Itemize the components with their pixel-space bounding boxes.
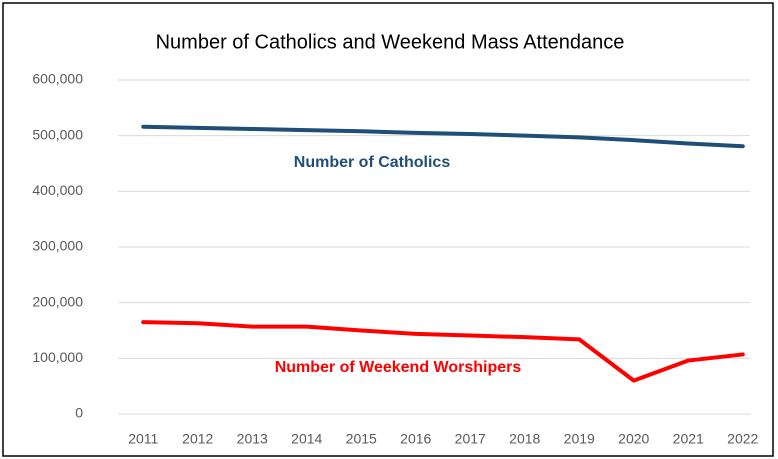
y-tick-label: 500,000 — [32, 126, 83, 142]
x-tick-label: 2013 — [237, 431, 268, 447]
y-tick-label: 0 — [75, 405, 83, 421]
x-tick-label: 2022 — [727, 431, 758, 447]
x-tick-label: 2020 — [618, 431, 649, 447]
series-line — [141, 320, 745, 383]
x-tick-label: 2018 — [509, 431, 540, 447]
y-tick-label: 200,000 — [32, 293, 83, 309]
y-tick-label: 400,000 — [32, 182, 83, 198]
y-tick-label: 300,000 — [32, 238, 83, 254]
chart-title: Number of Catholics and Weekend Mass Att… — [156, 31, 625, 53]
y-tick-label: 600,000 — [32, 71, 83, 87]
series-label: Number of Catholics — [294, 154, 451, 171]
x-tick-label: 2019 — [564, 431, 595, 447]
x-tick-label: 2016 — [400, 431, 431, 447]
x-tick-label: 2011 — [128, 431, 158, 447]
x-tick-label: 2014 — [291, 431, 322, 447]
x-tick-label: 2012 — [182, 431, 213, 447]
x-tick-label: 2017 — [455, 431, 486, 447]
series-label: Number of Weekend Worshipers — [275, 359, 522, 376]
y-tick-label: 100,000 — [32, 349, 83, 365]
x-tick-label: 2021 — [673, 431, 704, 447]
series-line — [141, 124, 745, 149]
x-tick-label: 2015 — [346, 431, 377, 447]
